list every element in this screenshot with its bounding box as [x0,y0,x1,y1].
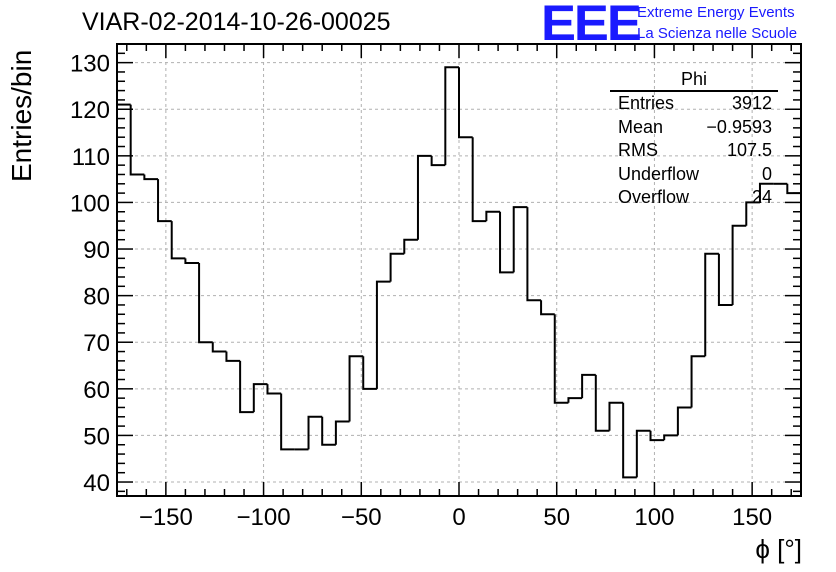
x-tick-label: 100 [634,504,674,531]
histogram-bin [321,416,336,446]
histogram-bin [403,238,418,254]
stats-row-overflow: Overflow 24 [610,186,778,210]
histogram-bin [731,224,747,305]
histogram-bin [252,383,268,413]
histogram-bin [170,221,186,260]
histogram-bin [362,356,377,390]
histogram-bin [622,402,637,479]
histogram-bin [676,406,692,436]
x-tick-label: 150 [732,504,772,531]
y-tick-label: 80 [83,284,110,311]
stats-value: −0.9593 [706,116,772,137]
histogram-bin [239,360,254,414]
histogram-bin [581,373,596,399]
histogram-bin [143,174,159,181]
stats-label: Overflow [618,187,690,207]
y-tick-label: 90 [83,237,110,264]
y-tick-label: 40 [83,470,110,497]
x-tick-label: −150 [139,504,193,531]
stats-label: Mean [618,116,664,137]
histogram-bin [458,67,473,139]
stats-value: 107.5 [726,140,772,160]
stats-label: RMS [618,140,658,160]
y-tick-label: 50 [83,423,110,450]
histogram-bin [635,429,651,478]
stats-value: 0 [761,163,772,184]
stats-row-mean: Mean −0.9593 [610,116,778,140]
histogram-bin [649,430,665,442]
histogram-bin [416,154,432,240]
histogram-bin [485,210,501,222]
histogram-bin [471,137,487,223]
y-tick-label: 100 [70,190,110,217]
stats-value: 24 [751,187,772,207]
stats-value: 3912 [731,93,772,113]
histogram-bin [553,314,569,404]
histogram-bin [540,300,555,316]
histogram-bin [307,415,323,450]
y-tick-label: 110 [72,144,110,171]
stats-row-underflow: Underflow 0 [610,163,778,187]
histogram-bin [663,434,678,441]
histogram-bin [389,252,405,282]
y-tick-label: 130 [70,51,110,78]
logo-subtitle-line2: La Scienza nelle Scuole [637,25,798,42]
histogram-bin [594,374,610,432]
histogram-bin [334,420,350,445]
histogram-bin [567,397,583,403]
histogram-bin [526,207,542,302]
eee-logo: EEE [541,0,642,51]
histogram-bin [266,384,282,395]
histogram-bin [225,351,241,362]
histogram-bin [280,393,295,451]
histogram-bin [704,252,719,357]
histogram-bin [348,355,364,422]
histogram-bin [211,342,227,353]
chart-title: VIAR-02-2014-10-26-00025 [82,8,391,36]
x-tick-label: −100 [237,504,291,531]
histogram-bin [786,183,801,195]
x-axis-label: ϕ [°] [755,534,802,564]
x-tick-label: 0 [452,504,465,531]
stats-row-entries: Entries 3912 [610,92,778,116]
histogram-bin [444,66,459,166]
x-tick-label: 50 [543,504,570,531]
stats-title: Phi [610,68,778,92]
histogram-bin [198,263,213,344]
histogram-bin [375,280,391,389]
y-tick-label: 70 [83,330,110,357]
histogram-bin [745,201,760,226]
histogram-bin [184,258,200,265]
stats-label: Underflow [618,163,700,184]
histogram-bin [512,206,528,273]
x-tick-label: −50 [341,504,382,531]
y-tick-label: 120 [70,97,110,124]
histogram-bin [608,401,624,431]
histogram-bin [758,182,774,203]
y-tick-label: 60 [83,377,110,404]
histogram-bin [717,253,733,306]
histogram-bin [430,155,446,167]
stats-row-rms: RMS 107.5 [610,139,778,163]
y-axis-label: Entries/bin [6,49,37,182]
histogram-bin [690,355,706,408]
stats-box: Phi Entries 3912 Mean −0.9593 RMS 107.5 … [610,68,778,210]
histogram-bin [499,211,514,274]
histogram-bin [157,179,172,223]
logo-subtitle-line1: Extreme Energy Events [637,4,795,21]
histogram-bin [129,104,145,176]
stats-label: Entries [618,93,675,113]
